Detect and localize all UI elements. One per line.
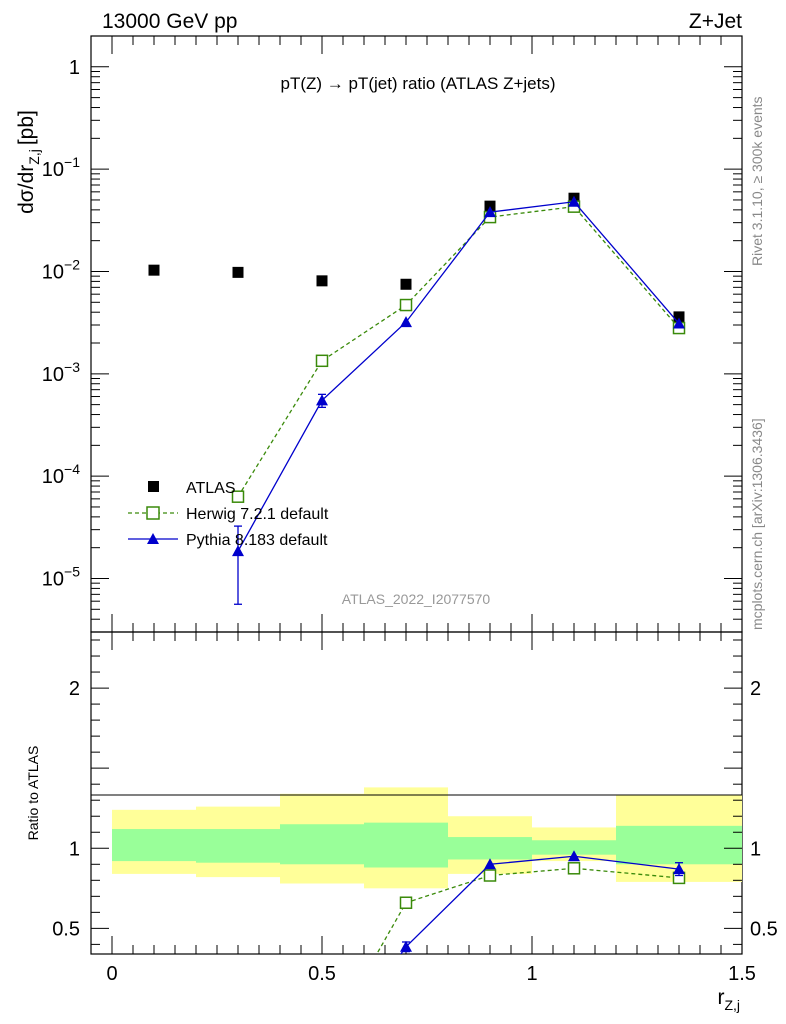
band-inner-4 xyxy=(448,837,532,860)
ratio-ytick-label-right: 0.5 xyxy=(750,918,778,940)
ratio-ytick-label-left: 2 xyxy=(69,678,80,700)
main-point-atlas xyxy=(148,264,160,276)
main-point-pythia xyxy=(484,206,496,218)
band-inner-2 xyxy=(280,824,364,865)
main-point-atlas xyxy=(232,266,244,278)
side-text-top: Rivet 3.1.10, ≥ 300k events xyxy=(749,96,765,266)
side-text-top-group: Rivet 3.1.10, ≥ 300k events xyxy=(749,96,765,266)
main-point-pythia xyxy=(232,545,244,557)
main-point-herwig xyxy=(231,490,245,503)
legend-marker-herwig xyxy=(146,506,160,520)
main-point-herwig xyxy=(399,298,413,312)
main-line-pythia xyxy=(237,201,680,552)
ratio-panel-frame xyxy=(90,631,743,955)
side-text-bottom-group: mcplots.cern.ch [arXiv:1306.3436] xyxy=(749,418,765,630)
main-ylabel-unit: [pb] xyxy=(15,110,38,145)
xlabel-sub: Z,j xyxy=(724,997,740,1013)
band-inner-1 xyxy=(196,829,280,863)
legend-label-herwig: Herwig 7.2.1 default xyxy=(186,506,329,523)
band-inner-3 xyxy=(364,822,448,868)
main-ylabel-group: dσ/drZ,j [pb] xyxy=(15,110,42,214)
main-series-layer xyxy=(148,192,686,605)
main-point-pythia xyxy=(673,317,685,329)
main-ytick-label: 10−5 xyxy=(42,563,80,590)
main-ytick-label-exp: −5 xyxy=(64,563,80,579)
main-point-atlas xyxy=(316,275,328,287)
main-point-atlas xyxy=(673,311,685,323)
main-ytick-label-base: 10 xyxy=(42,568,64,590)
main-point-pythia xyxy=(316,394,328,406)
ratio-point-pythia xyxy=(673,863,685,875)
main-ytick-label: 10−4 xyxy=(42,461,80,488)
main-point-pythia xyxy=(400,316,412,328)
ratio-ytick-label-left: 0.5 xyxy=(52,918,80,940)
legend-marker-pythia xyxy=(147,533,159,544)
main-ytick-label: 10−3 xyxy=(42,359,80,386)
main-point-atlas xyxy=(484,200,496,212)
ratio-uncertainty-bands xyxy=(112,787,742,889)
ratio-axis-ticks: 0.5 0.5 1 1 2 2 0 0.5 1 1.5 xyxy=(52,632,778,985)
plot-title: pT(Z) → pT(jet) ratio (ATLAS Z+jets) xyxy=(280,74,555,93)
main-axis-ticks: 110−110−210−310−410−5 xyxy=(42,35,743,633)
ratio-xtick-label: 1 xyxy=(526,963,537,985)
main-point-atlas xyxy=(400,278,412,290)
legend-label-atlas: ATLAS xyxy=(186,480,236,497)
header-left: 13000 GeV pp xyxy=(102,10,237,33)
main-ytick-label-exp: −2 xyxy=(64,256,80,272)
ratio-series-layer xyxy=(376,850,686,954)
xlabel-main: r xyxy=(717,986,724,1009)
main-ytick-label: 1 xyxy=(69,57,80,79)
ratio-point-pythia xyxy=(568,850,580,862)
main-ytick-label-base: 10 xyxy=(42,159,64,181)
xlabel: rZ,j xyxy=(717,986,740,1013)
main-ylabel-sub: Z,j xyxy=(26,149,42,165)
main-point-pythia xyxy=(568,195,580,207)
band-inner-6 xyxy=(616,825,742,865)
main-line-herwig xyxy=(237,205,680,498)
ratio-xtick-label: 0.5 xyxy=(308,963,336,985)
main-ytick-label: 10−2 xyxy=(42,256,80,283)
main-ytick-label: 10−1 xyxy=(42,154,80,181)
ratio-point-herwig xyxy=(399,896,413,909)
legend: ATLAS Herwig 7.2.1 default Pythia 8.183 … xyxy=(128,480,329,549)
side-text-bottom: mcplots.cern.ch [arXiv:1306.3436] xyxy=(749,418,765,630)
main-ytick-label-base: 10 xyxy=(42,261,64,283)
ratio-line-herwig xyxy=(376,867,680,954)
band-inner-5 xyxy=(532,840,616,855)
main-ytick-label-exp: −1 xyxy=(64,154,80,170)
main-ylabel-main: dσ/dr xyxy=(15,165,38,214)
ratio-ytick-label-right: 2 xyxy=(750,678,761,700)
main-ylabel: dσ/drZ,j [pb] xyxy=(15,110,42,214)
ratio-ytick-label-right: 1 xyxy=(750,838,761,860)
band-inner-0 xyxy=(112,829,196,862)
ratio-ylabel: Ratio to ATLAS xyxy=(25,746,41,841)
ratio-point-herwig xyxy=(483,869,497,882)
main-ytick-label-base: 10 xyxy=(42,364,64,386)
ratio-ylabel-group: Ratio to ATLAS xyxy=(25,746,41,841)
legend-marker-atlas xyxy=(148,481,159,492)
ratio-xtick-label: 1.5 xyxy=(728,963,756,985)
analysis-watermark: ATLAS_2022_I2077570 xyxy=(342,591,491,607)
legend-label-pythia: Pythia 8.183 default xyxy=(186,532,328,549)
main-point-herwig xyxy=(315,354,329,368)
ratio-point-pythia xyxy=(400,940,412,952)
ratio-point-pythia xyxy=(484,858,496,870)
ratio-xtick-label: 0 xyxy=(106,963,117,985)
ratio-point-herwig xyxy=(567,862,581,875)
main-ytick-label-base: 10 xyxy=(42,466,64,488)
ratio-ytick-label-left: 1 xyxy=(69,838,80,860)
main-ytick-label-exp: −4 xyxy=(64,461,80,477)
main-ytick-label-exp: −3 xyxy=(64,359,80,375)
header-right: Z+Jet xyxy=(689,10,742,33)
